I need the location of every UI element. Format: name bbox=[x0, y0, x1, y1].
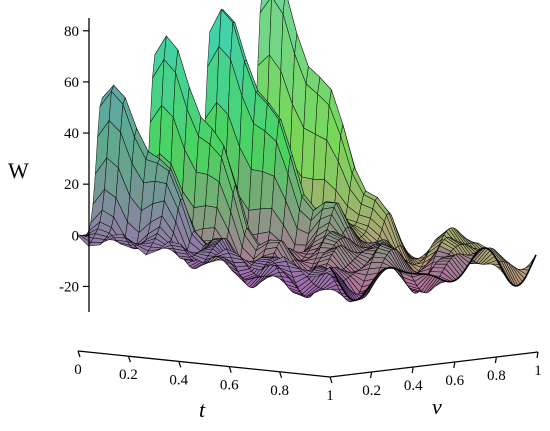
t-tick-label: 1 bbox=[326, 388, 334, 404]
t-tick bbox=[127, 356, 131, 363]
v-tick-label: 0.2 bbox=[362, 383, 381, 399]
v-axis: 0.2 0.4 0.6 0.8 1 bbox=[329, 351, 542, 399]
v-axis-line bbox=[329, 351, 539, 378]
w-tick-label: 40 bbox=[64, 126, 79, 142]
v-tick bbox=[536, 351, 539, 359]
v-tick bbox=[494, 356, 497, 364]
v-tick-label: 0.6 bbox=[445, 373, 464, 389]
axes: -20 0 20 40 60 80 0 0.2 0.4 0.6 0.8 1 0.2 0.4 0.6 0.8… bbox=[59, 18, 542, 404]
w-tick-label: -20 bbox=[59, 279, 79, 295]
t-axis: 0 0.2 0.4 0.6 0.8 1 bbox=[74, 350, 334, 404]
v-tick-label: 0.8 bbox=[487, 368, 506, 384]
v-tick bbox=[370, 371, 373, 379]
v-tick-label: 1 bbox=[534, 363, 542, 379]
t-tick-label: 0 bbox=[74, 362, 82, 378]
v-axis-title: v bbox=[432, 394, 442, 419]
v-tick-label: 0.4 bbox=[404, 378, 423, 394]
w-tick-label: 80 bbox=[64, 24, 79, 40]
v-tick bbox=[453, 361, 456, 369]
t-tick bbox=[228, 366, 232, 373]
t-tick bbox=[77, 350, 81, 358]
t-tick bbox=[178, 361, 182, 368]
t-tick-label: 0.2 bbox=[119, 367, 138, 383]
t-tick bbox=[279, 371, 283, 378]
t-axis-line bbox=[77, 350, 331, 378]
w-axis: -20 0 20 40 60 80 bbox=[59, 18, 90, 312]
t-axis-title: t bbox=[199, 397, 206, 422]
v-tick bbox=[411, 366, 414, 374]
w-tick-label: 60 bbox=[64, 75, 79, 91]
surface-face bbox=[87, 241, 103, 247]
t-tick-label: 0.6 bbox=[220, 378, 239, 394]
surface-front-edge bbox=[329, 247, 537, 302]
t-tick-label: 0.4 bbox=[169, 372, 188, 388]
w-axis-title: W bbox=[8, 158, 29, 183]
surface-mesh bbox=[76, 0, 537, 303]
t-tick-label: 0.8 bbox=[270, 383, 289, 399]
w-tick-label: 20 bbox=[64, 177, 79, 193]
w-tick-label: 0 bbox=[72, 228, 80, 244]
t-tick bbox=[329, 376, 333, 384]
